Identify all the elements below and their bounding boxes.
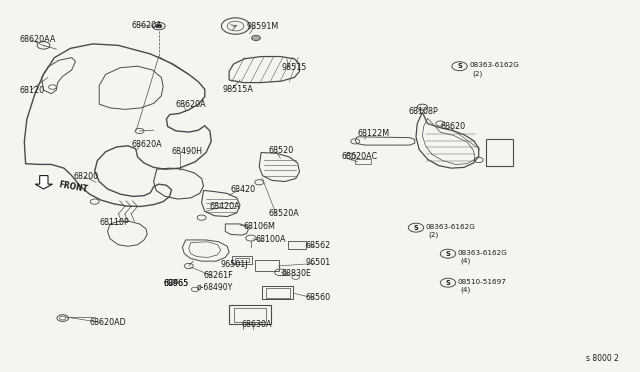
Text: 68620A: 68620A [131,21,162,30]
Text: (4): (4) [461,258,471,264]
Text: 68100A: 68100A [256,235,287,244]
Text: 68560: 68560 [306,293,331,302]
Text: 68490H: 68490H [172,147,202,156]
Text: 68630A: 68630A [242,320,273,329]
Text: S: S [457,63,462,69]
Text: 68110P: 68110P [99,218,129,227]
Text: 08363-6162G: 08363-6162G [426,224,476,230]
Polygon shape [35,176,52,189]
Text: 68620AA: 68620AA [19,35,56,44]
Text: 96501J: 96501J [220,260,248,269]
Text: S: S [445,251,451,257]
Text: 68620A: 68620A [131,140,162,149]
Text: 68830E: 68830E [282,269,312,278]
Text: S: S [413,225,419,231]
Circle shape [252,35,260,41]
Text: 68620AD: 68620AD [90,318,126,327]
Text: 68562: 68562 [306,241,331,250]
Text: 98515A: 98515A [222,85,253,94]
Text: 08510-51697: 08510-51697 [458,279,506,285]
Text: 68620AC: 68620AC [342,152,378,161]
Text: 68200: 68200 [74,172,99,181]
Circle shape [49,85,56,89]
Text: 68620A: 68620A [176,100,207,109]
Text: 68965: 68965 [163,279,188,288]
Text: FRONT: FRONT [58,180,88,194]
Text: 98591M: 98591M [246,22,278,31]
Text: 68108P: 68108P [408,107,438,116]
Text: 08363-6162G: 08363-6162G [458,250,508,256]
Text: 68620: 68620 [440,122,465,131]
Text: (4): (4) [461,287,471,294]
Text: 68520A: 68520A [269,209,300,218]
Text: 68420A: 68420A [210,202,241,211]
Text: 08363-6162G: 08363-6162G [469,62,519,68]
Text: 68106M: 68106M [243,222,275,231]
Text: 68420: 68420 [230,185,255,194]
Text: 68965: 68965 [163,279,188,288]
Text: (2): (2) [472,70,483,77]
Text: 98515: 98515 [282,63,307,72]
Circle shape [156,24,162,28]
Text: 68261F: 68261F [204,271,233,280]
Text: 68122M: 68122M [357,129,389,138]
Text: 96501: 96501 [306,258,331,267]
Text: S: S [445,280,451,286]
Text: 68120: 68120 [19,86,44,94]
Text: s 8000 2: s 8000 2 [586,355,618,363]
Text: 68520: 68520 [269,146,294,155]
Text: (2): (2) [429,232,439,238]
Text: ø-68490Y: ø-68490Y [197,283,234,292]
